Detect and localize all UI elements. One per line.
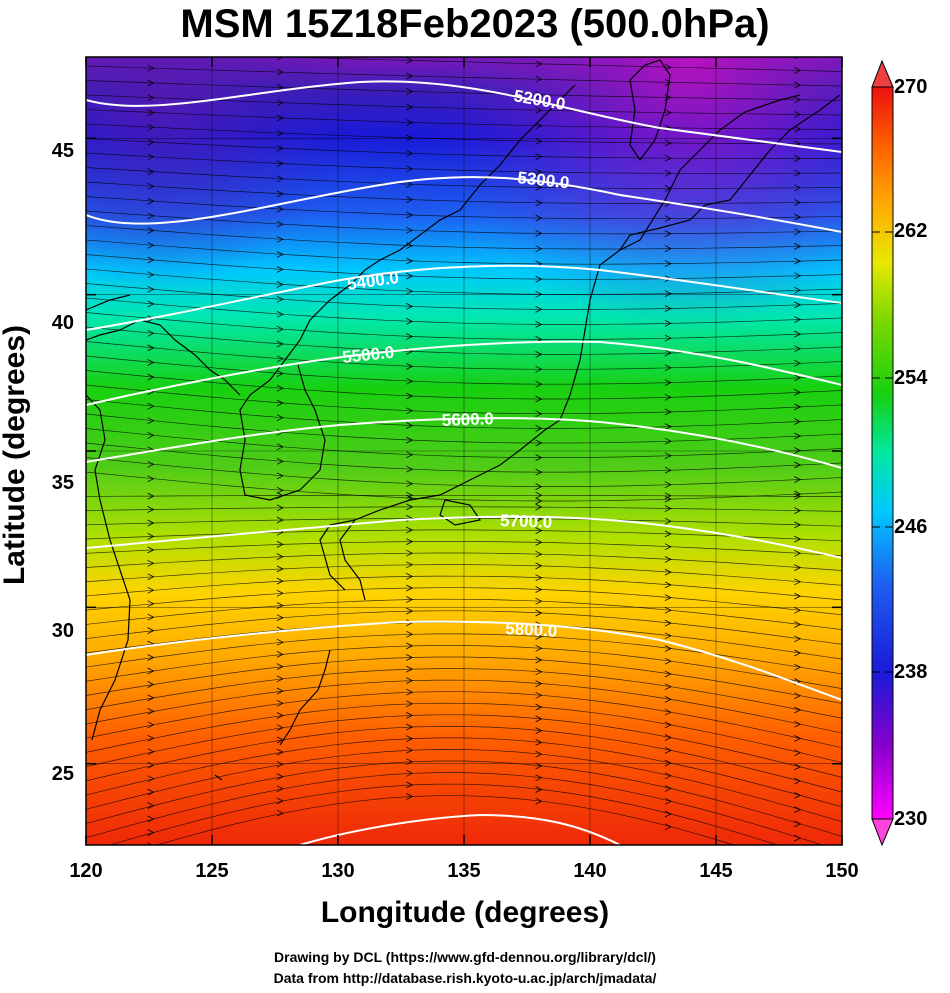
x-tick-label: 120 xyxy=(69,860,103,882)
x-tick-label: 145 xyxy=(699,860,733,882)
streamline-arrow xyxy=(147,842,153,845)
credit-drawing: Drawing by DCL (https://www.gfd-dennou.o… xyxy=(274,949,656,965)
x-tick-label: 125 xyxy=(195,860,229,882)
x-tick-label: 135 xyxy=(447,860,481,882)
streamline-arrow xyxy=(794,57,799,60)
streamline-arrow xyxy=(277,39,283,45)
streamline-arrow xyxy=(536,45,542,51)
streamline-arrow xyxy=(148,50,154,56)
contour-label-5800: 5800.0 xyxy=(505,619,558,641)
streamline xyxy=(830,57,842,58)
y-tick-label: 45 xyxy=(51,140,74,162)
colorbar-tick-label: 254 xyxy=(894,367,928,389)
y-tick-label: 25 xyxy=(51,763,74,785)
streamline-arrow xyxy=(406,42,412,48)
streamline-arrow xyxy=(665,49,671,55)
colorbar-tick-label: 270 xyxy=(894,76,928,98)
x-tick-label: 150 xyxy=(825,860,859,882)
contour-label-5700: 5700.0 xyxy=(500,511,553,532)
axis-ticks xyxy=(85,57,843,845)
colorbar-top-cap xyxy=(871,59,894,88)
y-tick-label: 30 xyxy=(51,620,74,642)
y-axis-title: Latitude (degrees) xyxy=(0,324,31,586)
streamline-arrow xyxy=(276,57,284,61)
x-axis-title: Longitude (degrees) xyxy=(320,896,610,929)
height-contours xyxy=(86,80,842,845)
page-title: MSM 15Z18Feb2023 (500.0hPa) xyxy=(180,2,770,46)
credit-data: Data from http://database.rish.kyoto-u.a… xyxy=(273,970,657,986)
streamline-arrow xyxy=(148,36,154,42)
contour-label-5600: 5600.0 xyxy=(441,409,494,430)
colorbar-tick-label: 238 xyxy=(894,661,928,683)
x-tick-label: 130 xyxy=(321,860,355,882)
streamline-arrow xyxy=(794,864,800,870)
colorbar-bottom-cap xyxy=(871,818,894,847)
x-tick-label: 140 xyxy=(573,860,607,882)
y-tick-label: 35 xyxy=(51,472,74,494)
coastlines xyxy=(86,59,841,781)
colorbar-tick-label: 246 xyxy=(894,516,928,538)
colorbar-tick-label: 230 xyxy=(894,808,928,830)
colorbar-tick-label: 262 xyxy=(894,220,928,242)
colorbar xyxy=(871,59,894,847)
streamline-arrow xyxy=(794,849,800,855)
y-tick-label: 40 xyxy=(51,312,74,334)
